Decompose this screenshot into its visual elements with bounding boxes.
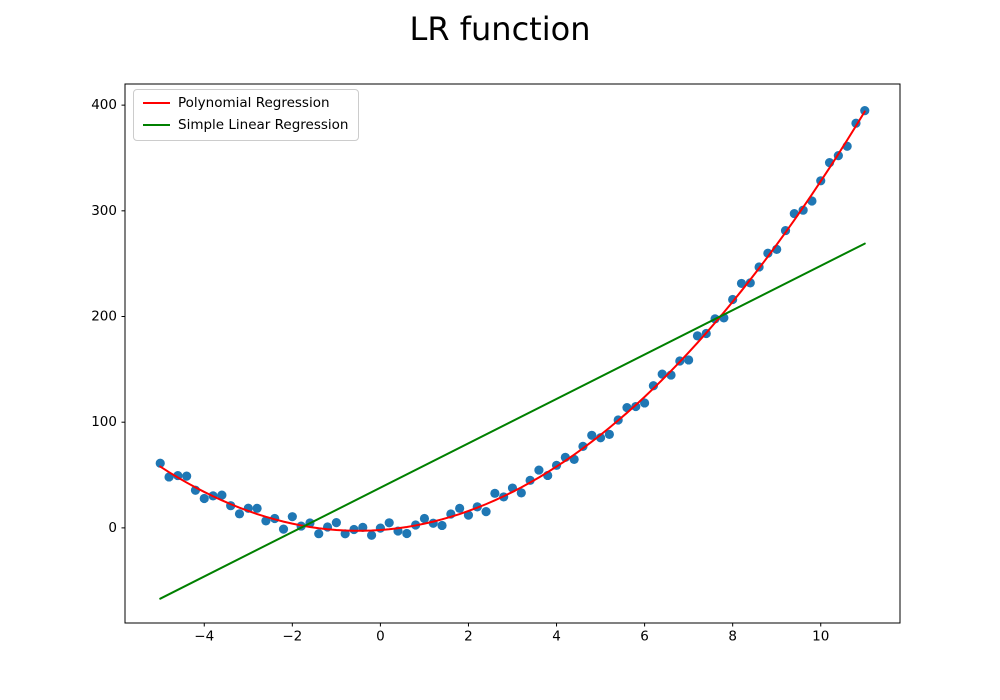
scatter-point xyxy=(490,488,500,498)
y-tick-label: 0 xyxy=(108,520,117,536)
scatter-points xyxy=(155,106,870,540)
scatter-point xyxy=(516,488,526,498)
x-tick-label: −2 xyxy=(282,629,302,645)
y-tick-label: 300 xyxy=(91,203,117,219)
scatter-point xyxy=(763,248,773,258)
scatter-point xyxy=(375,523,385,533)
scatter-point xyxy=(261,516,271,526)
scatter-point xyxy=(648,381,659,391)
x-tick-label: 2 xyxy=(464,629,473,645)
scatter-point xyxy=(252,503,262,513)
scatter-point xyxy=(217,490,227,500)
scatter-point xyxy=(155,458,165,468)
legend: Polynomial Regression Simple Linear Regr… xyxy=(133,89,360,141)
scatter-point xyxy=(331,517,341,528)
scatter-point xyxy=(481,507,491,517)
y-tick-label: 100 xyxy=(91,414,117,430)
scatter-point xyxy=(278,524,289,534)
scatter-point xyxy=(349,524,359,535)
y-axis: 0 100 200 300 400 xyxy=(91,97,125,536)
scatter-point xyxy=(199,493,209,504)
y-tick-label: 200 xyxy=(91,309,117,325)
scatter-point xyxy=(587,430,597,440)
scatter-point xyxy=(314,529,324,539)
x-tick-label: 6 xyxy=(640,629,649,645)
scatter-point xyxy=(745,278,755,288)
scatter-point xyxy=(437,520,447,531)
plot-frame xyxy=(124,83,901,624)
polynomial-regression-line xyxy=(159,110,866,532)
linear-line-swatch-icon xyxy=(143,124,170,127)
x-tick-label: 0 xyxy=(376,629,385,645)
scatter-point xyxy=(604,429,614,439)
legend-label-linear: Simple Linear Regression xyxy=(178,116,349,133)
scatter-point xyxy=(692,331,703,341)
scatter-point xyxy=(736,278,747,289)
x-tick-label: 8 xyxy=(728,629,737,645)
linear-regression-line xyxy=(159,242,866,600)
scatter-point xyxy=(640,398,650,408)
legend-item-polynomial: Polynomial Regression xyxy=(143,95,348,112)
x-tick-label: 4 xyxy=(552,629,561,645)
scatter-point xyxy=(182,471,192,481)
scatter-point xyxy=(287,512,297,522)
legend-label-polynomial: Polynomial Regression xyxy=(178,95,330,111)
scatter-point xyxy=(419,513,430,524)
scatter-point xyxy=(234,509,245,519)
scatter-point xyxy=(728,294,738,305)
scatter-point xyxy=(684,355,694,365)
scatter-point xyxy=(366,530,377,540)
scatter-point xyxy=(402,528,412,539)
scatter-point xyxy=(358,522,368,532)
x-axis: −4 −2 0 2 4 6 8 10 xyxy=(194,623,829,645)
chart-title: LR function xyxy=(409,10,591,48)
x-tick-label: 10 xyxy=(812,629,829,645)
scatter-point xyxy=(455,503,465,513)
legend-item-linear: Simple Linear Regression xyxy=(143,117,348,134)
scatter-point xyxy=(578,441,588,451)
scatter-point xyxy=(798,205,808,215)
x-tick-label: −4 xyxy=(194,629,214,645)
y-tick-label: 400 xyxy=(91,97,117,113)
polynomial-line-swatch-icon xyxy=(143,102,170,105)
scatter-point xyxy=(631,401,641,412)
scatter-point xyxy=(384,518,394,528)
scatter-point xyxy=(534,465,544,475)
scatter-point xyxy=(525,475,535,485)
